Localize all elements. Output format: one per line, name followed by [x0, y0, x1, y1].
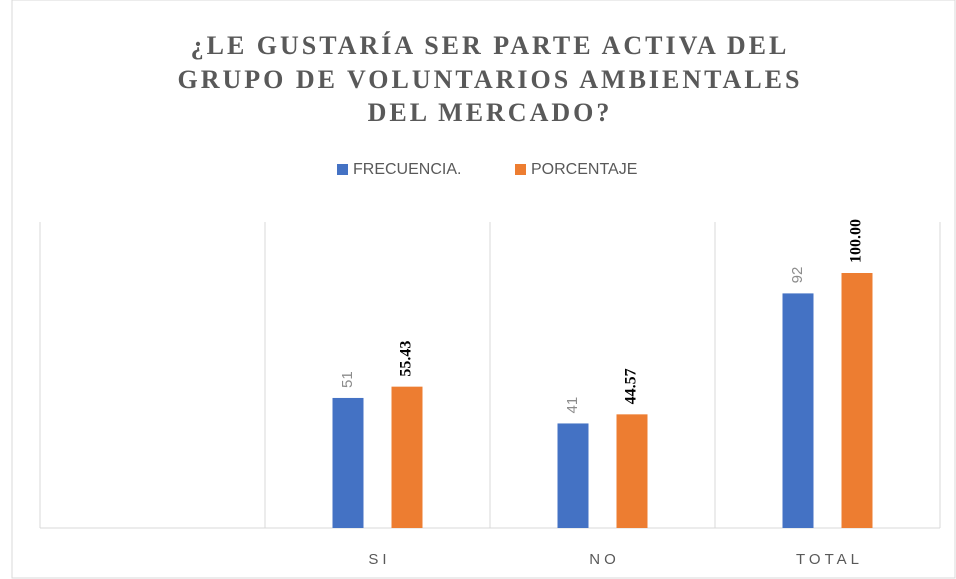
- chart-title: GRUPO DE VOLUNTARIOS AMBIENTALES: [178, 65, 803, 94]
- chart-border: [11, 0, 956, 579]
- data-label: 92: [789, 267, 806, 284]
- chart-title: DEL MERCADO?: [368, 98, 613, 127]
- x-tick-label: TOTAL: [796, 551, 863, 568]
- chart-title: ¿LE GUSTARÍA SER PARTE ACTIVA DEL: [191, 31, 790, 60]
- x-tick-label: NO: [589, 551, 620, 568]
- data-label: 44.57: [623, 368, 640, 404]
- bar: [391, 386, 423, 528]
- x-tick-label: SI: [368, 551, 390, 568]
- data-label: 55.43: [398, 341, 415, 377]
- bar: [841, 273, 873, 528]
- data-label: 51: [339, 371, 356, 388]
- legend-label: PORCENTAJE: [531, 161, 637, 178]
- legend-swatch: [337, 164, 348, 175]
- legend-swatch: [515, 164, 526, 175]
- bar: [616, 414, 648, 528]
- data-label: 100.00: [848, 219, 865, 263]
- bar: [782, 293, 814, 528]
- data-label: 41: [564, 397, 581, 414]
- bar: [332, 397, 364, 528]
- legend-label: FRECUENCIA.: [353, 161, 461, 178]
- bar: [557, 423, 589, 528]
